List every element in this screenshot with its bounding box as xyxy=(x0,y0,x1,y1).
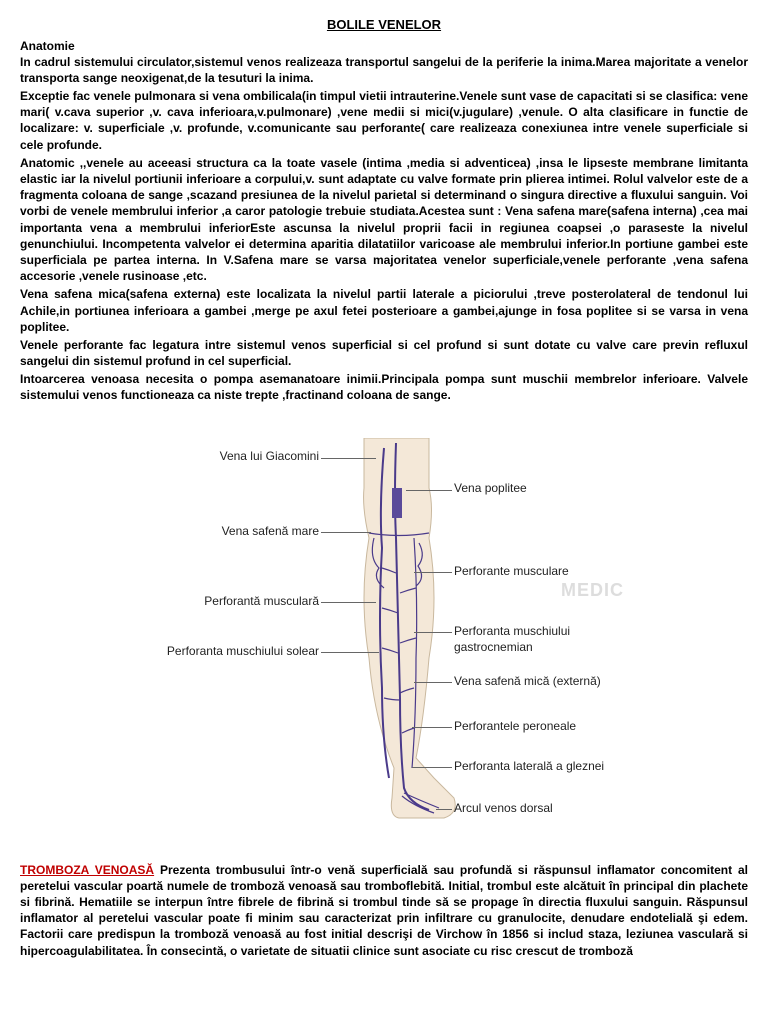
line-poplitee xyxy=(406,490,452,491)
label-perf-musc-right: Perforante musculare xyxy=(454,563,569,579)
line-perf-peroneale xyxy=(412,727,452,728)
label-perf-laterala: Perforanta laterală a gleznei xyxy=(454,758,604,774)
label-perf-peroneale: Perforantele peroneale xyxy=(454,718,576,734)
paragraph-tromboza: TROMBOZA VENOASĂ Prezenta trombusului în… xyxy=(20,862,748,959)
watermark: MEDIC xyxy=(561,578,624,602)
line-perf-laterala xyxy=(412,767,452,768)
document-title: BOLILE VENELOR xyxy=(20,16,748,34)
line-perf-musc-left xyxy=(321,602,376,603)
label-giacomini: Vena lui Giacomini xyxy=(154,448,319,464)
paragraph-1: In cadrul sistemului circulator,sistemul… xyxy=(20,54,748,86)
line-perf-solear xyxy=(321,652,379,653)
line-safena-mica xyxy=(414,682,452,683)
label-safena-mare: Vena safenă mare xyxy=(154,523,319,539)
paragraph-2: Exceptie fac venele pulmonara si vena om… xyxy=(20,88,748,153)
leg-vein-diagram: MEDIC Vena lui Giacomini Vena safenă mar… xyxy=(154,428,614,838)
paragraph-4: Vena safena mica(safena externa) este lo… xyxy=(20,286,748,335)
heading-anatomy: Anatomie xyxy=(20,38,748,54)
label-perf-gastro: Perforanta muschiului gastrocnemian xyxy=(454,623,614,655)
label-perf-musc-left: Perforantă musculară xyxy=(154,593,319,609)
paragraph-6: Intoarcerea venoasa necesita o pompa ase… xyxy=(20,371,748,403)
paragraph-3: Anatomic ,,venele au aceeasi structura c… xyxy=(20,155,748,285)
label-perf-solear: Perforanta muschiului solear xyxy=(154,643,319,659)
label-safena-mica: Vena safenă mică (externă) xyxy=(454,673,601,689)
heading-tromboza: TROMBOZA VENOASĂ xyxy=(20,863,154,877)
line-perf-musc-right xyxy=(414,572,452,573)
line-giacomini xyxy=(321,458,376,459)
line-perf-gastro xyxy=(414,632,452,633)
label-arc-dorsal: Arcul venos dorsal xyxy=(454,800,553,816)
leg-illustration xyxy=(334,438,474,828)
label-poplitee: Vena poplitee xyxy=(454,480,527,496)
line-arc-dorsal xyxy=(436,809,452,810)
paragraph-5: Venele perforante fac legatura intre sis… xyxy=(20,337,748,369)
line-safena-mare xyxy=(321,532,371,533)
